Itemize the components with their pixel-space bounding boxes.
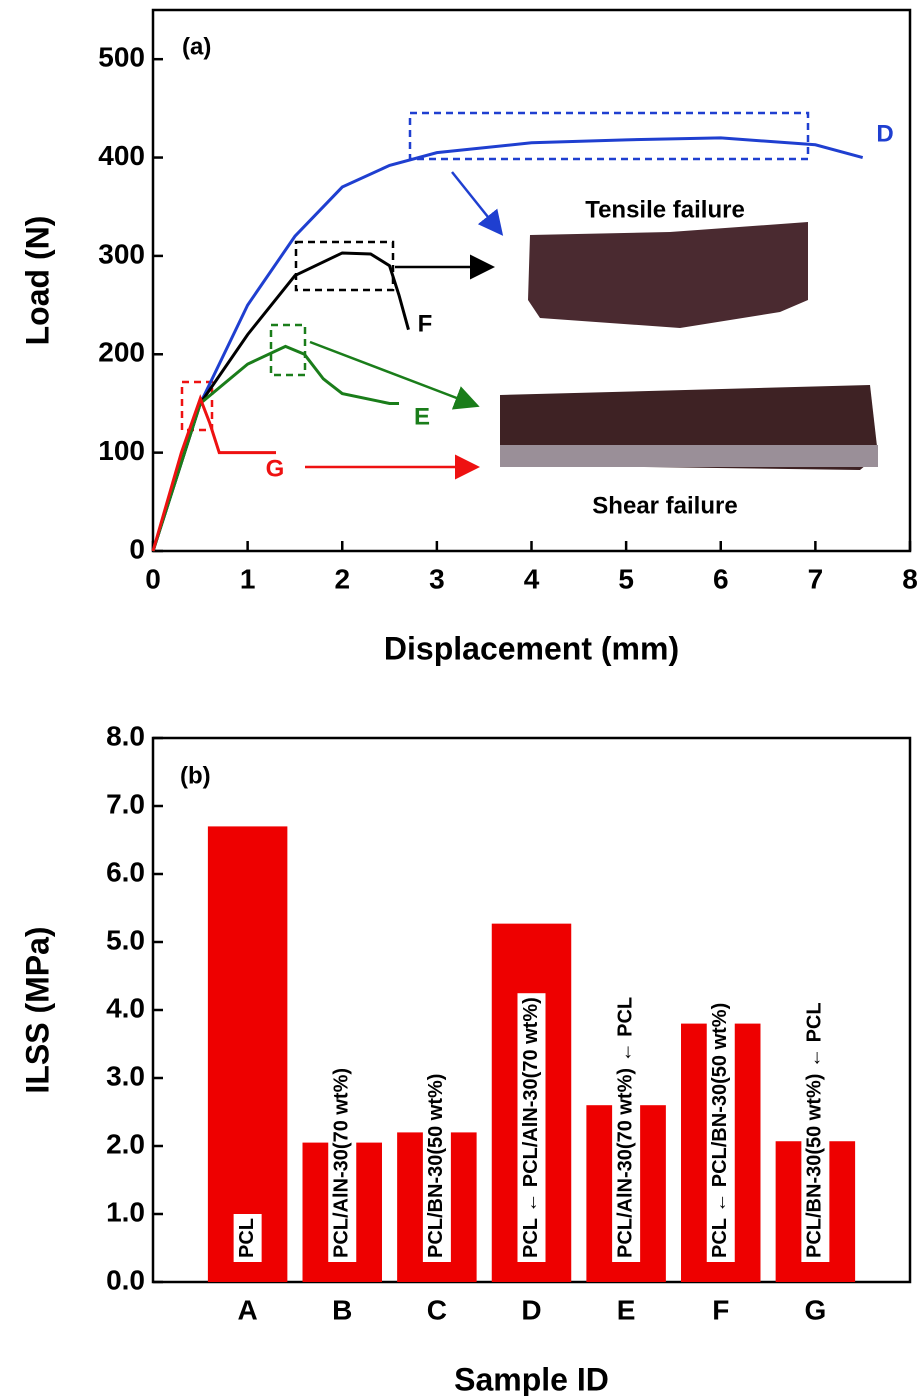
arrow	[452, 172, 500, 232]
y-tick-label: 8.0	[106, 720, 145, 751]
x-axis-label: Displacement (mm)	[384, 630, 679, 666]
x-tick-label: 8	[902, 563, 918, 594]
series-label: G	[266, 455, 285, 482]
panel-label: (b)	[180, 762, 211, 789]
shear-photo-base	[500, 445, 878, 467]
bar-label: PCL/AlN-30(70 wt%)	[331, 1068, 353, 1258]
panel-label: (a)	[182, 33, 211, 60]
y-tick-label: 300	[98, 238, 145, 269]
x-tick-label: 1	[240, 563, 256, 594]
bar-label: PCL ← PCL/AlN-30(70 wt%)	[520, 997, 542, 1258]
bar-label: PCL/AlN-30(70 wt%) ← PCL	[614, 997, 636, 1258]
x-tick-label: 2	[334, 563, 350, 594]
highlight-box	[296, 242, 393, 290]
x-tick-label: E	[617, 1294, 636, 1325]
tensile-photo	[528, 222, 808, 328]
x-tick-label: B	[332, 1294, 352, 1325]
x-tick-label: 4	[524, 563, 540, 594]
x-tick-label: 3	[429, 563, 445, 594]
x-axis-label: Sample ID	[454, 1361, 609, 1396]
series-label: E	[414, 403, 430, 430]
y-tick-label: 7.0	[106, 788, 145, 819]
x-tick-label: G	[804, 1294, 826, 1325]
y-tick-label: 0.0	[106, 1264, 145, 1295]
series-label: D	[876, 120, 893, 147]
series-label: F	[418, 310, 433, 337]
x-tick-label: 7	[808, 563, 824, 594]
highlight-box	[410, 113, 808, 159]
x-tick-label: 0	[145, 563, 161, 594]
y-tick-label: 1.0	[106, 1196, 145, 1227]
x-tick-label: D	[521, 1294, 541, 1325]
series-line	[153, 399, 276, 551]
x-tick-label: 6	[713, 563, 729, 594]
y-tick-label: 500	[98, 42, 145, 73]
arrow	[310, 342, 475, 405]
series-line	[153, 253, 408, 551]
x-tick-label: A	[238, 1294, 258, 1325]
bar-label: PCL/BN-30(50 wt%)	[425, 1074, 447, 1258]
y-tick-label: 200	[98, 337, 145, 368]
series-line	[153, 138, 863, 551]
annotation: Shear failure	[592, 492, 737, 519]
y-tick-label: 0	[129, 533, 145, 564]
x-tick-label: F	[712, 1294, 729, 1325]
bar-label: PCL	[236, 1218, 258, 1258]
annotation: Tensile failure	[585, 196, 745, 223]
y-tick-label: 5.0	[106, 924, 145, 955]
x-tick-label: C	[427, 1294, 447, 1325]
y-axis-label: Load (N)	[19, 216, 55, 346]
series-line	[153, 346, 399, 551]
y-tick-label: 6.0	[106, 856, 145, 887]
y-tick-label: 2.0	[106, 1128, 145, 1159]
x-tick-label: 5	[618, 563, 634, 594]
y-tick-label: 4.0	[106, 992, 145, 1023]
bar-label: PCL ← PCL/BN-30(50 wt%)	[709, 1003, 731, 1258]
y-tick-label: 3.0	[106, 1060, 145, 1091]
y-axis-label: ILSS (MPa)	[19, 926, 55, 1093]
y-tick-label: 400	[98, 140, 145, 171]
figure: (a) Tensile failure Shear failure (b) 0 1…	[0, 0, 924, 1396]
y-tick-label: 100	[98, 435, 145, 466]
bar	[208, 826, 287, 1282]
bar-label: PCL/BN-30(50 wt%) ← PCL	[804, 1002, 826, 1258]
